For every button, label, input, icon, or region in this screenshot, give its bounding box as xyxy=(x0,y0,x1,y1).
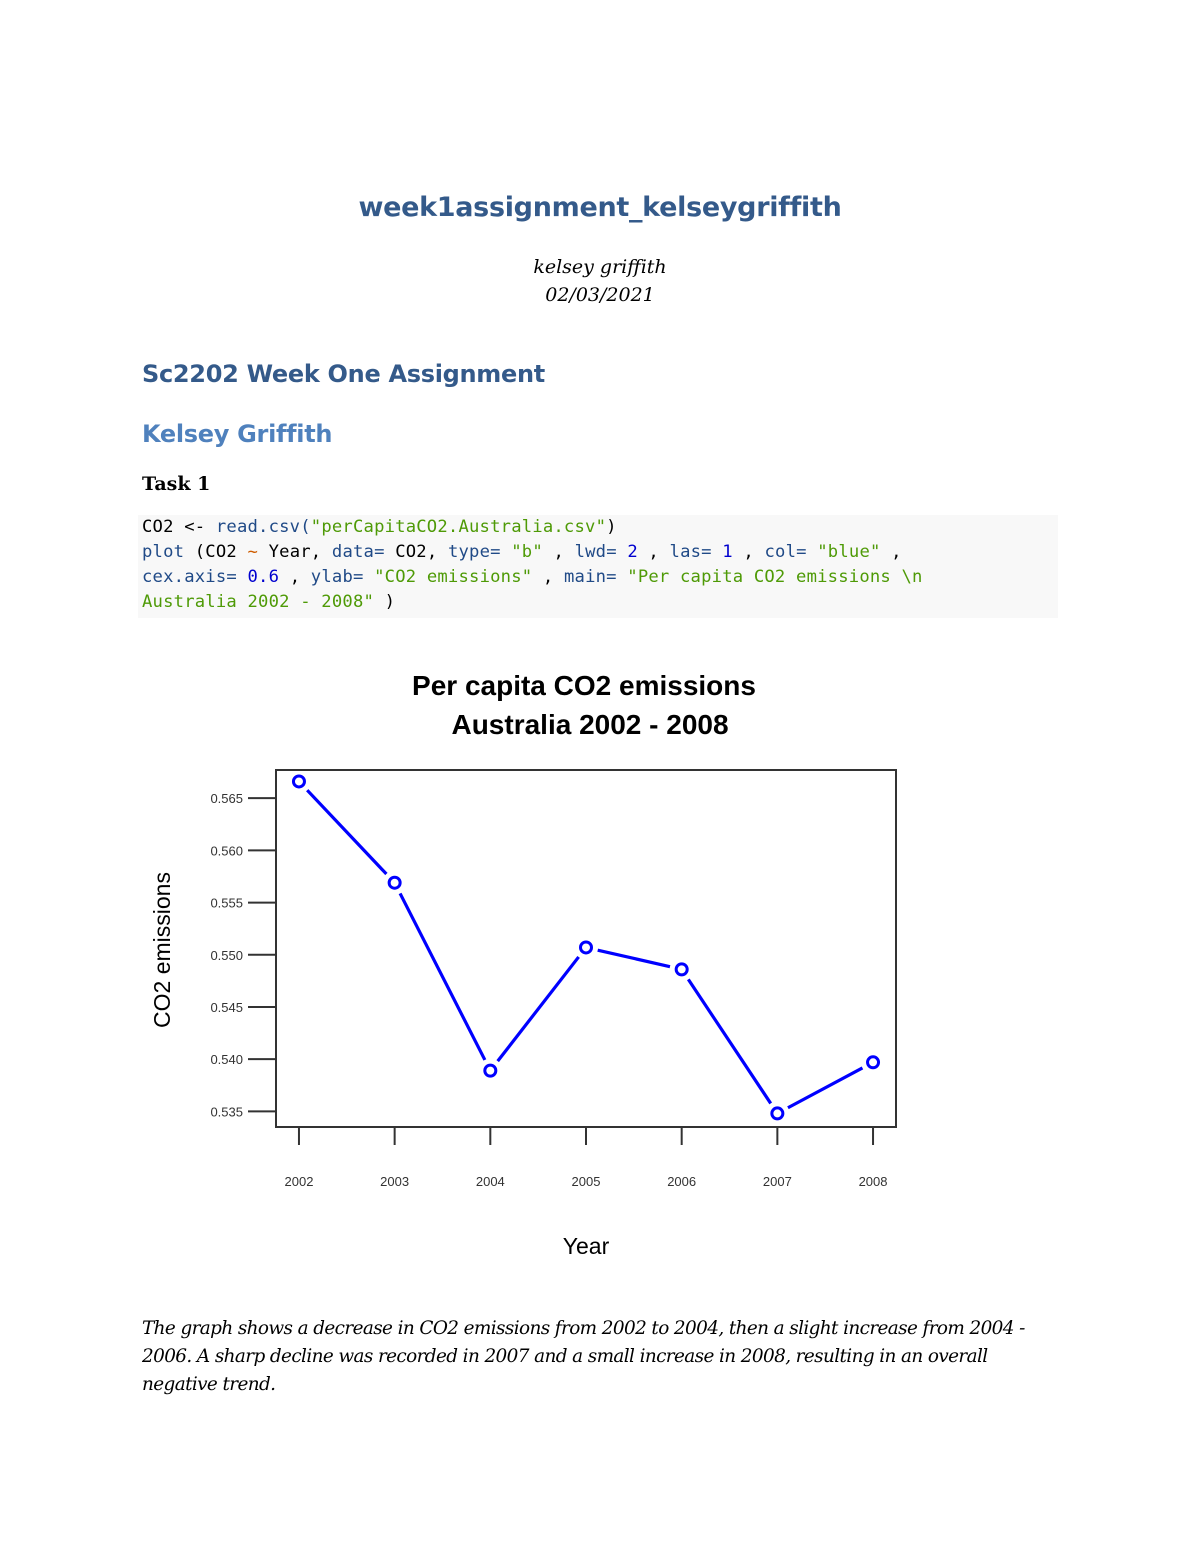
heading-assignment: Sc2202 Week One Assignment xyxy=(142,360,545,388)
series-line-segment xyxy=(398,892,487,1061)
code-line: cex.axis= 0.6 , ylab= "CO2 emissions" , … xyxy=(142,567,923,587)
code-token: las= xyxy=(669,542,712,562)
x-tick-label: 2004 xyxy=(476,1174,505,1189)
heading-author: Kelsey Griffith xyxy=(142,420,333,448)
code-token: type= xyxy=(447,542,501,562)
document-title: week1assignment_kelseygriffith xyxy=(358,192,842,223)
code-token: , xyxy=(542,542,575,562)
code-token: "CO2 emissions" xyxy=(363,567,533,587)
data-point xyxy=(387,875,402,890)
heading-task-1: Task 1 xyxy=(142,473,211,495)
x-tick-label: 2007 xyxy=(763,1174,792,1189)
code-token: (CO2 xyxy=(184,542,248,562)
series-line-segment xyxy=(686,978,773,1105)
code-token: "b" xyxy=(500,542,543,562)
y-tick-label: 0.565 xyxy=(210,791,243,806)
code-token: Australia 2002 - 2008" xyxy=(142,592,375,612)
y-tick-label: 0.555 xyxy=(210,896,243,911)
document-date: 02/03/2021 xyxy=(545,284,655,306)
y-tick-label: 0.550 xyxy=(210,948,243,963)
code-token: "perCapitaCO2.Australia.csv" xyxy=(310,517,607,537)
data-point xyxy=(579,940,593,955)
code-token: CO2, xyxy=(384,542,448,562)
code-token: CO2 <- xyxy=(142,517,216,537)
x-tick-label: 2005 xyxy=(572,1174,601,1189)
code-token: col= xyxy=(764,542,807,562)
code-token: cex.axis= xyxy=(142,567,237,587)
code-token: plot xyxy=(142,542,185,562)
x-tick-label: 2008 xyxy=(859,1174,888,1189)
y-tick-label: 0.560 xyxy=(210,843,243,858)
code-token: , xyxy=(880,542,902,562)
chart-summary-paragraph: The graph shows a decrease in CO2 emissi… xyxy=(142,1318,1025,1395)
plot-box xyxy=(275,769,897,1128)
code-token: read.csv( xyxy=(215,517,311,537)
data-point xyxy=(483,1063,498,1078)
code-token: ) xyxy=(606,517,617,537)
code-token: 1 xyxy=(711,542,733,562)
chart-svg: Per capita CO2 emissions Australia 2002 … xyxy=(149,670,897,1259)
author-name: kelsey griffith xyxy=(533,256,667,278)
chart-title-line-2: Australia 2002 - 2008 xyxy=(451,709,728,740)
y-axis: 0.535 0.540 0.545 0.550 0.555 0.560 0.565 xyxy=(210,791,276,1119)
code-token: , xyxy=(732,542,765,562)
r-code-block: CO2 <- read.csv("perCapitaCO2.Australia.… xyxy=(138,515,1058,618)
x-tick-label: 2006 xyxy=(667,1174,696,1189)
code-token: 0.6 xyxy=(236,567,280,587)
chart-title-line-1: Per capita CO2 emissions xyxy=(412,670,756,701)
code-token: , xyxy=(279,567,311,587)
code-token: "Per capita CO2 emissions \n xyxy=(616,567,923,587)
code-token: , xyxy=(532,567,564,587)
code-token: main= xyxy=(563,567,617,587)
x-axis: 2002 2003 2004 2005 2006 2007 2008 xyxy=(285,1127,888,1189)
code-line: CO2 <- read.csv("perCapitaCO2.Australia.… xyxy=(142,517,617,537)
data-series xyxy=(291,774,881,1121)
data-point xyxy=(866,1055,881,1070)
code-token: 2 xyxy=(616,542,638,562)
y-axis-label: CO2 emissions xyxy=(149,872,175,1028)
code-token: lwd= xyxy=(574,542,617,562)
chart-title: Per capita CO2 emissions Australia 2002 … xyxy=(412,670,756,740)
code-token: ylab= xyxy=(310,567,364,587)
data-point xyxy=(291,774,306,789)
x-tick-label: 2003 xyxy=(380,1174,409,1189)
code-line: plot (CO2 ~ Year, data= CO2, type= "b" ,… xyxy=(142,542,902,562)
y-tick-label: 0.540 xyxy=(210,1052,243,1067)
series-line-segment xyxy=(496,955,580,1063)
x-tick-label: 2002 xyxy=(285,1174,314,1189)
data-point xyxy=(674,962,689,977)
co2-line-chart: Per capita CO2 emissions Australia 2002 … xyxy=(130,650,930,1280)
code-line: Australia 2002 - 2008" ) xyxy=(142,592,395,612)
series-line-segment xyxy=(787,1066,864,1110)
y-tick-label: 0.545 xyxy=(210,1000,243,1015)
code-token: ) xyxy=(374,592,396,612)
y-tick-label: 0.535 xyxy=(210,1104,243,1119)
data-point xyxy=(770,1106,785,1121)
series-line-segment xyxy=(306,789,388,876)
code-token: ~ xyxy=(247,542,259,562)
code-token: Year, xyxy=(258,542,332,562)
x-axis-label: Year xyxy=(563,1233,610,1259)
code-token: data= xyxy=(331,542,385,562)
code-token: "blue" xyxy=(806,542,881,562)
series-line-segment xyxy=(597,948,671,969)
code-token: , xyxy=(637,542,670,562)
